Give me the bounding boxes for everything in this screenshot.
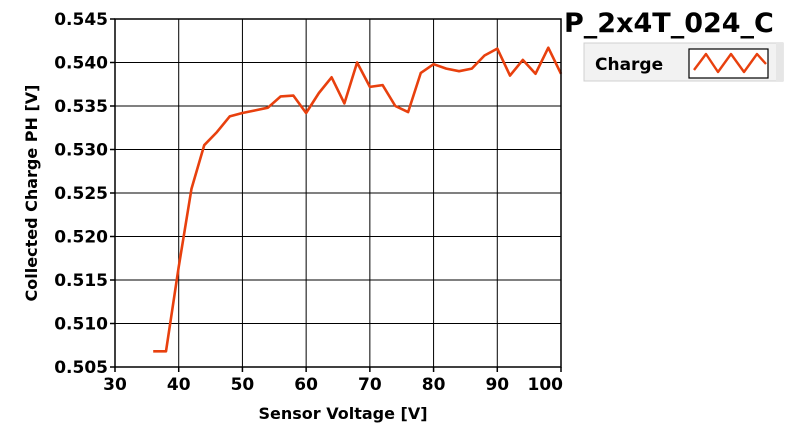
- legend-right-edge: [776, 43, 783, 81]
- plot-frame: [114, 18, 562, 368]
- x-tick-label: 80: [422, 375, 446, 395]
- x-tick-label: 40: [167, 375, 191, 395]
- chart-title: P_2x4T_024_C: [564, 8, 774, 39]
- legend: Charge: [583, 42, 784, 82]
- x-tick-label: 100: [528, 375, 564, 395]
- y-axis-title: Collected Charge PH [V]: [22, 85, 41, 302]
- y-tick-label: 0.520: [54, 228, 108, 248]
- legend-swatch-charge: [693, 52, 767, 74]
- y-tick-label: 0.525: [54, 184, 108, 204]
- series-line-charge: [153, 46, 563, 353]
- y-tick-label: 0.510: [54, 315, 108, 335]
- x-tick-label: 50: [231, 375, 255, 395]
- y-tick-label: 0.545: [54, 10, 108, 30]
- x-tick-label: 30: [103, 375, 127, 395]
- legend-label-charge: Charge: [595, 55, 663, 75]
- y-tick-label: 0.515: [54, 271, 108, 291]
- y-axis-ticks: 0.505 0.510 0.515 0.520 0.525 0.530 0.535 0.540…: [54, 10, 108, 378]
- y-tick-label: 0.540: [54, 54, 108, 74]
- x-axis-title: Sensor Voltage [V]: [258, 404, 427, 423]
- y-tick-label: 0.535: [54, 97, 108, 117]
- legend-swatch-frame: [688, 48, 769, 79]
- y-tick-label: 0.530: [54, 141, 108, 161]
- x-axis-ticks: 30 40 50 60 70 80 90 100: [103, 375, 563, 395]
- x-tick-label: 70: [358, 375, 382, 395]
- y-tick-label: 0.505: [54, 358, 108, 378]
- x-tick-label: 60: [294, 375, 318, 395]
- x-tick-label: 90: [485, 375, 509, 395]
